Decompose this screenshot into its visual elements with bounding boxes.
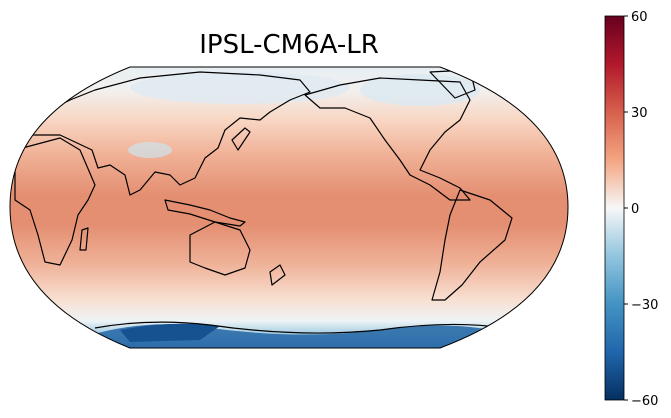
map-boundary	[9, 66, 569, 349]
coast-madagascar	[79, 227, 89, 251]
colorbar-tick-label: 30	[631, 106, 648, 121]
coast-australia	[189, 221, 251, 276]
map-title: IPSL-CM6A-LR	[199, 30, 379, 60]
coast-japan	[231, 127, 251, 151]
coast-new-zealand	[269, 264, 286, 286]
colorbar-tick-label: 60	[631, 10, 648, 25]
colorbar-tick-label: −60	[631, 394, 658, 409]
coast-africa	[14, 137, 96, 266]
coast-north-america	[304, 77, 471, 201]
coast-antarctica	[94, 321, 541, 341]
colorbar-tick-label: 0	[631, 202, 639, 217]
colorbar-tick-label: −30	[631, 298, 658, 313]
coast-eurasia	[27, 71, 311, 196]
map-field	[10, 67, 568, 348]
colorbar: 60 30 0 −30 −60	[604, 10, 658, 409]
coast-indonesia	[164, 199, 246, 227]
colorbar-gradient	[604, 15, 625, 401]
coast-south-america	[431, 189, 513, 301]
coastlines	[14, 69, 541, 341]
